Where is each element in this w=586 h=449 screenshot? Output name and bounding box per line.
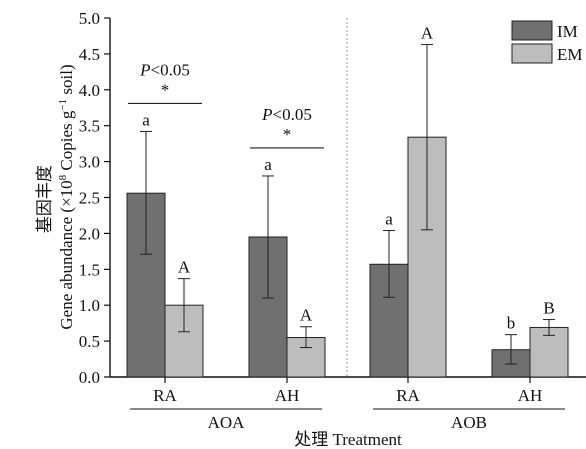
bar-im <box>248 236 288 378</box>
y-tick-label: 1.5 <box>79 260 100 279</box>
significance-letter: A <box>178 258 191 277</box>
y-tick-label: 2.5 <box>79 189 100 208</box>
group-label: AOB <box>451 413 487 432</box>
y-tick-label: 3.5 <box>79 117 100 136</box>
legend-swatch-em <box>511 43 553 64</box>
y-tick-label: 0.5 <box>79 332 100 351</box>
legend: IM EM <box>511 20 583 64</box>
y-tick-label: 0.0 <box>79 368 100 387</box>
x-category-label: RA <box>153 386 177 405</box>
p-value-label: P<0.05 <box>261 105 312 124</box>
y-ticks: 0.0 0.5 1.0 1.5 2.0 2.5 3.0 3.5 4.0 4.5 5.0 <box>79 9 110 387</box>
y-axis-label-cn: 基因丰度 <box>35 165 54 233</box>
x-category-label: AH <box>518 386 543 405</box>
significance-letter: b <box>507 314 516 333</box>
y-tick-label: 5.0 <box>79 9 100 28</box>
legend-label-em: EM <box>557 45 583 64</box>
significance-letter: A <box>300 306 313 325</box>
legend-swatch-im <box>511 20 553 41</box>
y-tick-label: 4.0 <box>79 81 100 100</box>
significance-letter: B <box>543 299 554 318</box>
x-group-labels: AOA AOB <box>130 408 565 432</box>
significance-star: * <box>283 125 292 144</box>
group-label: AOA <box>208 413 246 432</box>
y-tick-label: 3.0 <box>79 153 100 172</box>
significance-star: * <box>161 80 170 99</box>
x-category-label: RA <box>396 386 420 405</box>
significance-letter: a <box>264 155 272 174</box>
x-axis-label: 处理 Treatment <box>294 430 402 449</box>
y-axis-label-en: Gene abundance (×108 Copies g−1 soil) <box>57 64 76 329</box>
y-tick-label: 4.5 <box>79 45 100 64</box>
y-tick-label: 1.0 <box>79 296 100 315</box>
p-value-label: P<0.05 <box>139 60 190 79</box>
significance-letter: A <box>421 24 434 43</box>
significance-letter: a <box>142 110 150 129</box>
x-category-label: AH <box>275 386 300 405</box>
significance-letter: a <box>385 210 393 229</box>
y-tick-label: 2.0 <box>79 224 100 243</box>
legend-label-im: IM <box>557 22 578 41</box>
x-category-labels: RA AH RA AH <box>153 377 542 405</box>
y-axis-label: 基因丰度 Gene abundance (×108 Copies g−1 soi… <box>35 64 76 329</box>
